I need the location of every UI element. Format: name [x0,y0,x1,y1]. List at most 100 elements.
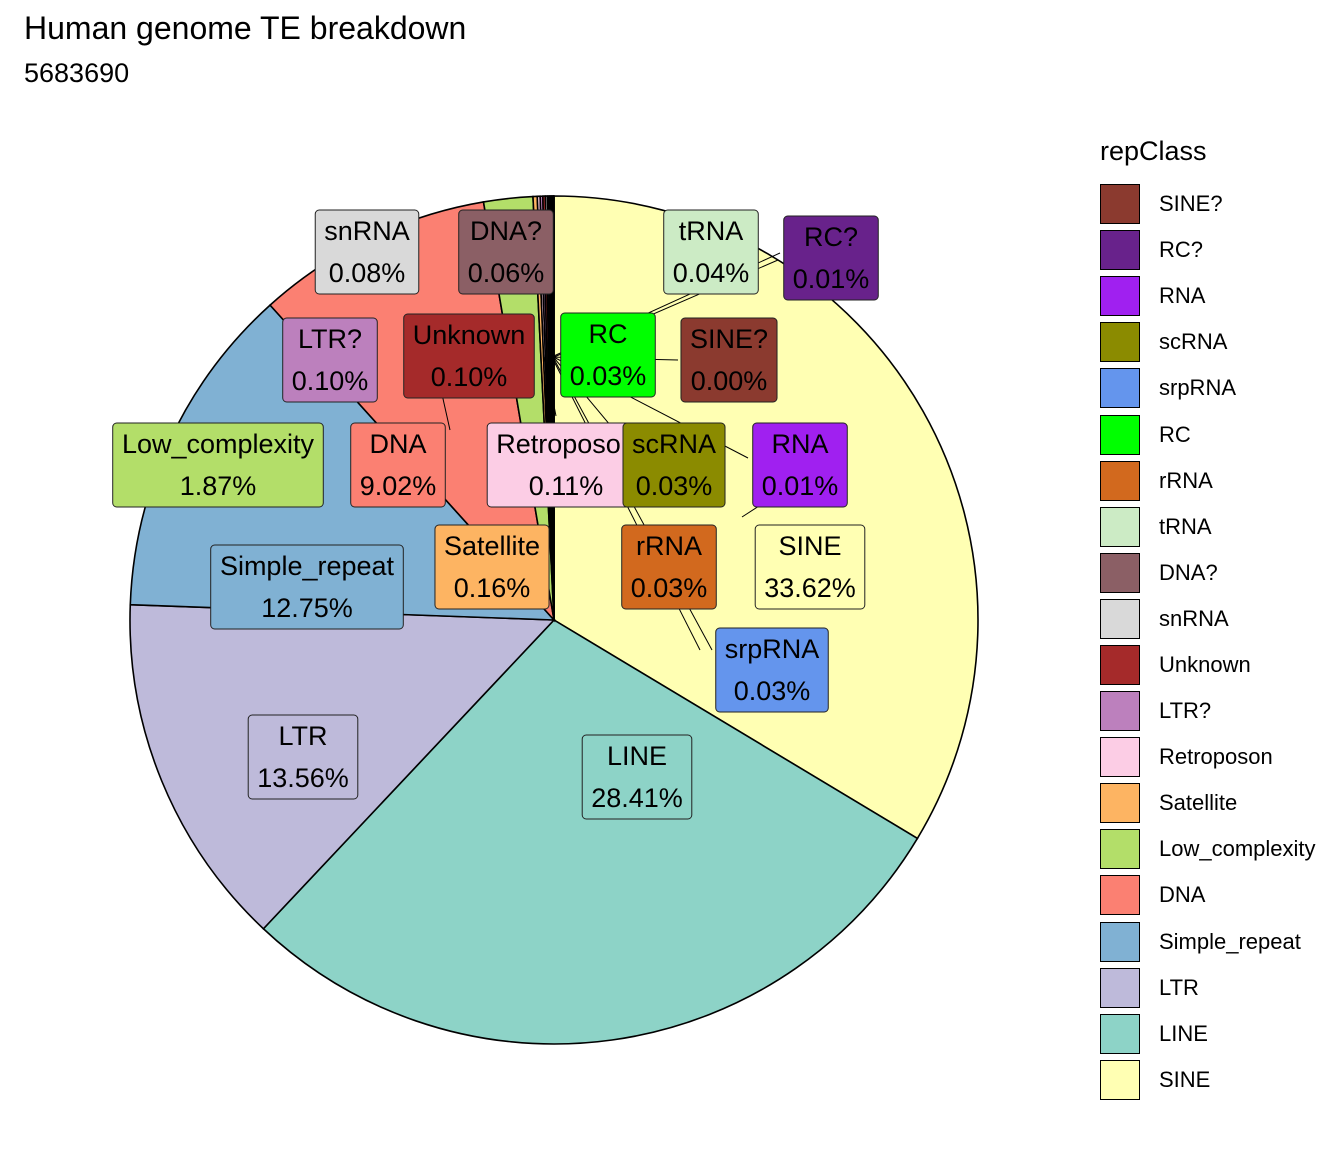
slice-label-percent: 0.10% [292,366,369,396]
slice-label-name: snRNA [324,216,410,246]
slice-label-percent: 33.62% [764,573,856,603]
legend-key [1100,368,1140,409]
slice-label-box [783,215,879,301]
legend-item-srprna: srpRNA [1100,365,1340,411]
legend-item-dna: DNA? [1100,550,1340,596]
slice-label-name: DNA [369,429,426,459]
slice-label-dna: DNA 9.02% [350,422,446,508]
slice-label-name: scRNA [632,429,716,459]
slice-label-box [680,317,778,403]
legend-label: DNA? [1159,559,1218,585]
slice-label-name: LINE [607,741,667,771]
legend-key [1100,691,1140,732]
legend-item-rna: RNA [1100,273,1340,319]
slice-label-sine: SINE? 0.00% [680,317,778,403]
legend-item-trna: tRNA [1100,504,1340,550]
slice-label-box [715,627,829,713]
chart-subtitle: 5683690 [24,58,130,88]
slice-label-box [112,422,324,508]
legend-key [1100,921,1140,962]
slice-label-percent: 0.03% [636,471,713,501]
legend-label: SINE? [1159,191,1223,217]
slice-label-box [314,209,420,295]
slice-label-percent: 0.00% [691,366,768,396]
legend-item-sine: SINE? [1100,181,1340,227]
slice-label-percent: 0.03% [570,361,647,391]
slice-label-low-complexity: Low_complexity 1.87% [112,422,324,508]
legend-item-scrna: scRNA [1100,319,1340,365]
slice-label-snrna: snRNA 0.08% [314,209,420,295]
pie-chart: SINE 33.62% LINE 28.41% LTR 13.56% Simple_repe… [112,195,979,1045]
slice-label-box [247,714,359,800]
legend-item-dna: DNA [1100,872,1340,918]
legend-key [1100,783,1140,824]
slice-label-percent: 12.75% [261,593,353,623]
slice-label-box [622,422,726,508]
slice-label-box [403,313,535,399]
legend-key [1100,184,1140,225]
slice-label-rc: RC 0.03% [560,312,656,398]
legend-label: RNA [1159,283,1206,309]
legend-item-unknown: Unknown [1100,642,1340,688]
legend-key [1100,598,1140,639]
legend-key [1100,230,1140,271]
slice-label-name: LTR [278,721,327,751]
slice-label-box [752,422,848,508]
slice-label-name: RNA [771,429,828,459]
slice-label-percent: 0.03% [734,676,811,706]
legend-key [1100,414,1140,455]
slice-label-name: DNA? [470,216,542,246]
slice-label-box [210,544,404,630]
slice-label-name: Satellite [444,531,540,561]
legend-items: SINE? RC? RNA scRNA srpRNA RC rRNA tRNA DNA? snRN… [1100,181,1340,1103]
legend-key [1100,460,1140,501]
legend-item-line: LINE [1100,1011,1340,1057]
legend-label: LTR [1159,974,1199,1000]
leader-line-retroposon [544,357,557,417]
legend-key [1100,967,1140,1008]
legend-item-low-complexity: Low_complexity [1100,826,1340,872]
slice-label-rrna: rRNA 0.03% [621,524,717,610]
slice-label-simple-repeat: Simple_repeat 12.75% [210,544,404,630]
legend-key [1100,322,1140,363]
slice-label-name: RC [589,319,628,349]
slice-label-srprna: srpRNA 0.03% [715,627,829,713]
legend-item-sine: SINE [1100,1057,1340,1103]
slice-label-box [434,524,550,610]
legend-item-snrna: snRNA [1100,596,1340,642]
legend-label: Low_complexity [1159,836,1316,862]
slice-label-percent: 0.16% [454,573,531,603]
slice-label-name: Unknown [413,320,526,350]
slice-label-name: tRNA [679,216,744,246]
legend-item-rc: RC [1100,411,1340,457]
slice-label-satellite: Satellite 0.16% [434,524,550,610]
chart-title: Human genome TE breakdown [24,10,467,46]
legend-label: srpRNA [1159,375,1237,401]
slice-label-ltr: LTR? 0.10% [282,317,378,403]
slice-label-percent: 0.03% [631,573,708,603]
slice-label-percent: 9.02% [360,471,437,501]
slice-label-percent: 0.04% [673,258,750,288]
slice-label-percent: 0.08% [329,258,406,288]
slice-label-box [663,209,759,295]
slice-label-dna: DNA? 0.06% [458,209,554,295]
legend-key [1100,737,1140,778]
legend-key [1100,644,1140,685]
legend-item-satellite: Satellite [1100,780,1340,826]
legend-item-rc: RC? [1100,227,1340,273]
legend-label: Satellite [1159,790,1238,816]
slice-label-box [754,524,866,610]
legend: repClass SINE? RC? RNA scRNA srpRNA RC rRNA tRN… [1100,136,1340,1103]
legend-label: DNA [1159,882,1206,908]
legend-label: LINE [1159,1020,1208,1046]
legend-label: SINE [1159,1066,1211,1092]
slice-label-name: rRNA [636,531,702,561]
legend-label: snRNA [1159,605,1229,631]
slice-label-name: LTR? [298,324,362,354]
legend-item-ltr: LTR [1100,965,1340,1011]
legend-key [1100,1059,1140,1100]
legend-label: rRNA [1159,467,1213,493]
legend-label: RC [1159,421,1191,447]
legend-label: scRNA [1159,329,1228,355]
legend-key [1100,552,1140,593]
